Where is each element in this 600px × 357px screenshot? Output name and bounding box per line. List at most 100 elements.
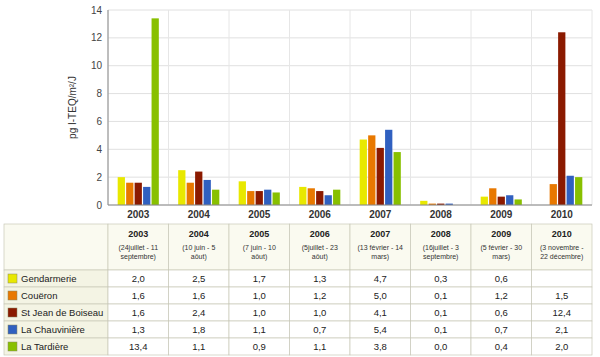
table-value: 1,2 bbox=[495, 290, 508, 301]
table-cell bbox=[4, 270, 108, 287]
group-divider bbox=[289, 10, 290, 205]
note-line: septembre) bbox=[423, 253, 458, 261]
bar bbox=[152, 18, 159, 205]
bar bbox=[489, 188, 496, 205]
table-cell bbox=[169, 321, 230, 338]
table-cell bbox=[169, 270, 230, 287]
bar bbox=[256, 191, 263, 205]
table-cell bbox=[229, 338, 290, 355]
table-value: 0,1 bbox=[434, 290, 447, 301]
table-value: 1,2 bbox=[313, 290, 326, 301]
x-axis-line bbox=[108, 205, 592, 206]
table-cell bbox=[108, 338, 169, 355]
table-value: 0,6 bbox=[495, 307, 508, 318]
note-line: aôut) bbox=[312, 253, 328, 261]
table-cell bbox=[471, 321, 532, 338]
bar bbox=[316, 191, 323, 205]
table-value: 1,6 bbox=[132, 290, 145, 301]
table-cell bbox=[4, 224, 108, 270]
bar bbox=[126, 183, 133, 205]
table-value: 1,1 bbox=[253, 324, 266, 335]
table-value: 4,1 bbox=[374, 307, 387, 318]
x-tick-label: 2008 bbox=[430, 209, 453, 220]
note-line: 22 décembre) bbox=[540, 253, 583, 261]
group-divider bbox=[350, 10, 351, 205]
table-header-year: 2010 bbox=[552, 229, 572, 239]
note-line: mars) bbox=[371, 253, 389, 261]
note-line: (10 juin - 5 bbox=[182, 244, 215, 252]
bar bbox=[420, 201, 427, 205]
note-line: mars) bbox=[492, 253, 510, 261]
table-value: 1,1 bbox=[192, 341, 205, 352]
bar bbox=[135, 183, 142, 205]
table-header-year: 2007 bbox=[370, 229, 390, 239]
legend-swatch bbox=[8, 308, 17, 317]
table-cell bbox=[411, 321, 472, 338]
y-axis-label: pg I-TEQ/m²/J bbox=[67, 76, 78, 139]
table-cell bbox=[169, 224, 230, 270]
note-line: septembre) bbox=[121, 253, 156, 261]
legend-label: Couëron bbox=[21, 290, 57, 301]
group-divider bbox=[168, 10, 169, 205]
background bbox=[0, 0, 600, 357]
group-divider bbox=[108, 10, 109, 205]
x-tick-label: 2009 bbox=[490, 209, 513, 220]
x-tick-label: 2005 bbox=[248, 209, 271, 220]
bar bbox=[143, 187, 150, 205]
legend-swatch bbox=[8, 291, 17, 300]
table-cell bbox=[4, 321, 108, 338]
table-value: 1,6 bbox=[132, 307, 145, 318]
y-tick-label: 14 bbox=[91, 5, 103, 16]
x-tick-label: 2010 bbox=[551, 209, 574, 220]
x-tick-label: 2004 bbox=[188, 209, 211, 220]
x-tick-label: 2007 bbox=[369, 209, 392, 220]
y-tick-label: 0 bbox=[96, 200, 102, 211]
table-cell bbox=[229, 321, 290, 338]
table-value: 0,7 bbox=[313, 324, 326, 335]
bar bbox=[178, 170, 185, 205]
legend-swatch bbox=[8, 274, 17, 283]
table-cell bbox=[229, 304, 290, 321]
table-cell bbox=[169, 287, 230, 304]
table-cell bbox=[350, 304, 411, 321]
table-value: 2,4 bbox=[192, 307, 205, 318]
table-header-year: 2003 bbox=[128, 229, 148, 239]
table-cell bbox=[4, 338, 108, 355]
note-line: aôut) bbox=[251, 253, 267, 261]
table-value: 0,6 bbox=[495, 273, 508, 284]
y-tick-label: 4 bbox=[96, 144, 102, 155]
table-value: 0,1 bbox=[434, 324, 447, 335]
grid bbox=[108, 10, 592, 205]
table-header-year: 2006 bbox=[310, 229, 330, 239]
bar bbox=[394, 152, 401, 205]
table-cell bbox=[290, 270, 351, 287]
bar bbox=[204, 180, 211, 205]
table-header-year: 2005 bbox=[249, 229, 269, 239]
legend-swatch bbox=[8, 342, 17, 351]
table-value: 4,7 bbox=[374, 273, 387, 284]
table-value: 1,3 bbox=[132, 324, 145, 335]
bar bbox=[212, 190, 219, 205]
table-cell bbox=[169, 338, 230, 355]
group-divider bbox=[592, 10, 593, 205]
legend-swatch bbox=[8, 325, 17, 334]
table-header-note: (3 novembre -22 décembre) bbox=[540, 244, 584, 261]
table-value: 1,0 bbox=[253, 290, 266, 301]
note-line: (3 novembre - bbox=[540, 244, 584, 252]
table-cell bbox=[532, 270, 593, 287]
table-header-note: (5juillet - 23aôut) bbox=[302, 244, 338, 261]
table-value: 1,6 bbox=[192, 290, 205, 301]
bar bbox=[550, 184, 557, 205]
table-cell bbox=[108, 287, 169, 304]
table-value: 0,9 bbox=[253, 341, 266, 352]
table-header-year: 2009 bbox=[491, 229, 511, 239]
table-value: 1,3 bbox=[313, 273, 326, 284]
table-cell bbox=[532, 287, 593, 304]
table-header-note: (7 juin - 10aôut) bbox=[243, 244, 276, 261]
table-header-year: 2004 bbox=[189, 229, 209, 239]
bar bbox=[187, 183, 194, 205]
bar bbox=[195, 172, 202, 205]
x-tick-label: 2006 bbox=[309, 209, 332, 220]
table-value: 1,0 bbox=[313, 307, 326, 318]
table-cell bbox=[290, 287, 351, 304]
